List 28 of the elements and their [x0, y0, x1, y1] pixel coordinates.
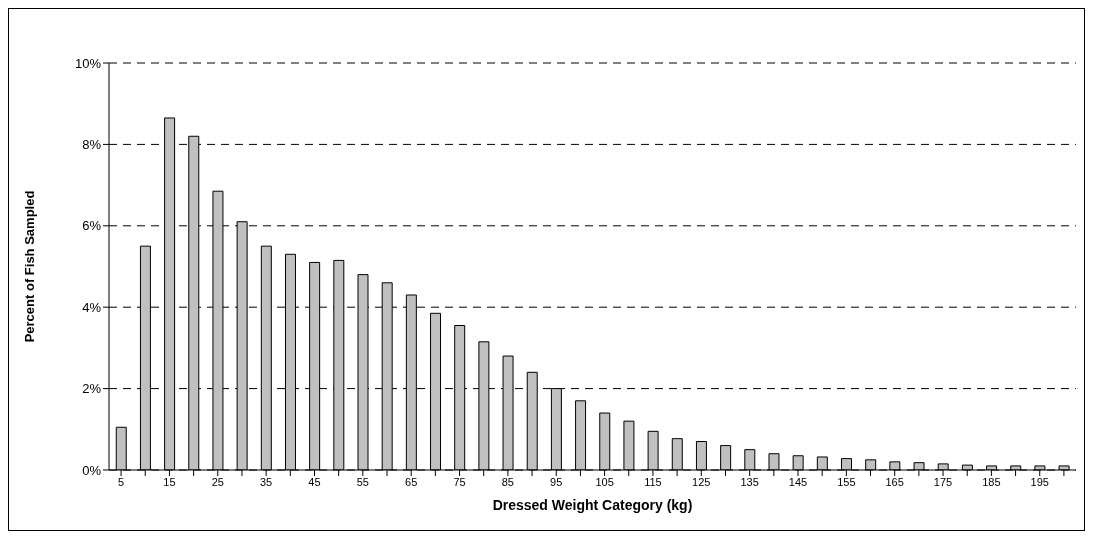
x-tick-label: 55	[356, 475, 369, 488]
x-tick-label: 15	[163, 475, 176, 488]
y-tick-label: 4%	[82, 299, 102, 315]
x-tick-label: 25	[211, 475, 224, 488]
x-tick-label: 155	[837, 475, 856, 488]
x-tick-label: 45	[308, 475, 321, 488]
x-tick-label: 5	[118, 475, 125, 488]
y-tick-label: 6%	[82, 218, 102, 234]
x-tick-label: 165	[885, 475, 904, 488]
x-tick-label: 145	[788, 475, 808, 488]
x-tick-label: 135	[740, 475, 759, 488]
x-tick-label: 75	[453, 475, 466, 488]
y-axis-title: Percent of Fish Sampled	[21, 190, 37, 343]
x-tick-label: 35	[260, 475, 273, 488]
x-tick-label: 85	[501, 475, 515, 488]
x-tick-label: 115	[644, 475, 662, 488]
x-tick-label: 185	[982, 475, 1001, 488]
x-axis-title: Dressed Weight Category (kg)	[492, 497, 693, 513]
x-tick-label: 175	[933, 475, 953, 488]
y-tick-label: 2%	[82, 381, 102, 397]
y-tick-label: 8%	[82, 137, 102, 153]
x-tick-label: 105	[595, 475, 614, 488]
x-tick-label: 195	[1030, 475, 1049, 488]
x-tick-label: 125	[692, 475, 711, 488]
y-tick-label: 0%	[82, 462, 102, 478]
y-tick-label: 10%	[74, 55, 102, 71]
x-tick-label: 65	[405, 475, 418, 488]
x-tick-label: 95	[550, 475, 563, 488]
